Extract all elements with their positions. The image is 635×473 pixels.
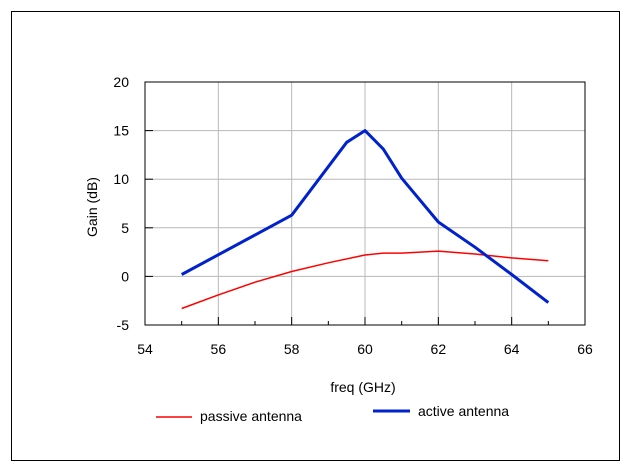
x-tick-label: 58 [284,341,300,357]
y-tick-label: 5 [121,220,129,236]
x-tick-label: 60 [357,341,373,357]
legend-label-passive-antenna: passive antenna [200,408,302,424]
series-line-active-antenna [180,129,550,304]
y-tick-labels: -5 0 5 10 15 20 [113,74,129,333]
x-tick-label: 54 [137,341,153,357]
y-tick-label: 10 [113,171,129,187]
x-tick-label: 66 [577,341,593,357]
series-lines [180,129,550,310]
x-tick-label: 56 [211,341,227,357]
legend-label-active-antenna: active antenna [418,403,509,419]
y-tick-label: -5 [117,317,130,333]
x-tick-labels: 54 56 58 60 62 64 66 [137,341,593,357]
chart-frame [11,11,620,461]
y-axis-title: Gain (dB) [84,177,100,237]
x-tick-label: 62 [431,341,447,357]
legend: passive antenna active antenna [156,403,509,424]
grid [145,82,585,325]
y-tick-label: 20 [113,74,129,90]
series-line-passive-antenna [181,250,549,310]
x-axis-title: freq (GHz) [330,379,395,395]
x-tick-label: 64 [504,341,520,357]
y-tick-label: 0 [121,268,129,284]
y-tick-label: 15 [113,123,129,139]
axis-ticks [144,81,586,326]
